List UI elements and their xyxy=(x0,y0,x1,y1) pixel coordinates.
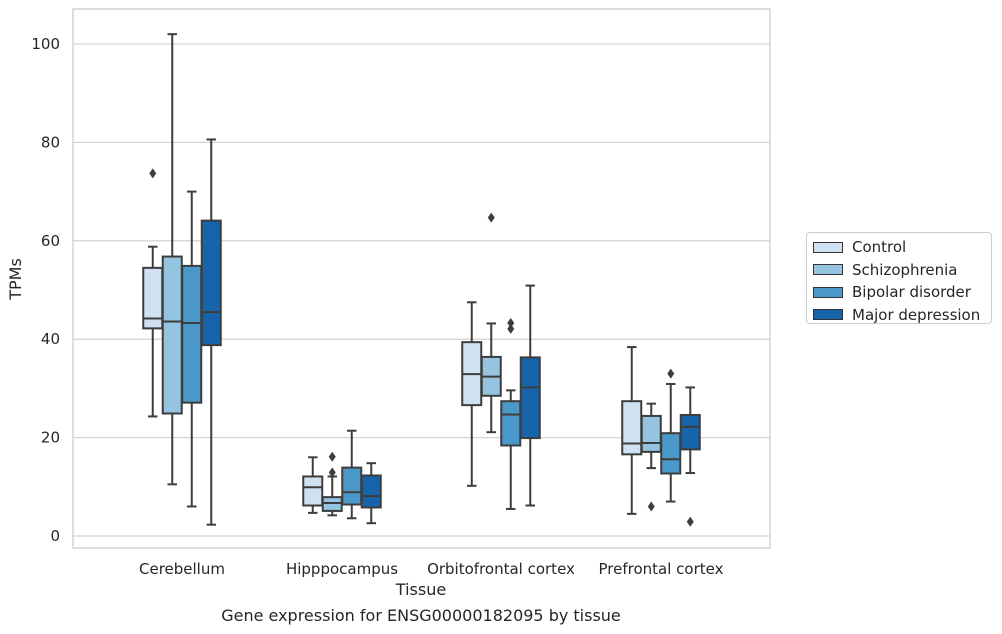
box xyxy=(181,264,203,404)
x-tick-label: Prefrontal cortex xyxy=(599,560,724,578)
y-tick-label: 80 xyxy=(41,133,60,151)
y-tick-label: 0 xyxy=(50,527,60,545)
box-series xyxy=(142,33,701,527)
plot-area-frame xyxy=(72,8,771,549)
outlier-point xyxy=(149,168,157,179)
y-tick-label: 60 xyxy=(41,232,60,250)
box xyxy=(660,432,682,475)
outlier-point xyxy=(328,467,336,478)
x-tick-labels: Cerebellum Hipppocampus Orbitofrontal cort… xyxy=(139,560,724,578)
box xyxy=(161,255,183,415)
box xyxy=(621,400,643,456)
box xyxy=(519,356,541,440)
x-tick-label: Hipppocampus xyxy=(286,560,398,578)
box xyxy=(302,475,324,507)
y-axis-label: TPMs xyxy=(6,258,25,301)
chart-title: Gene expression for ENSG00000182095 by t… xyxy=(221,606,621,625)
outlier-point xyxy=(507,323,515,334)
x-tick-label: Orbitofrontal cortex xyxy=(427,560,575,578)
legend-label: Schizophrenia xyxy=(852,260,958,279)
y-tick-label: 40 xyxy=(41,330,60,348)
legend-item: Major depression xyxy=(813,304,991,327)
outlier-point xyxy=(647,501,655,512)
box xyxy=(679,413,701,451)
legend-label: Major depression xyxy=(852,305,981,324)
legend-item: Control xyxy=(813,236,991,259)
outlier-point xyxy=(507,317,515,328)
x-axis-label: Tissue xyxy=(395,580,446,599)
box xyxy=(200,219,222,347)
box xyxy=(360,474,382,509)
outlier-point xyxy=(686,516,694,527)
outlier-point xyxy=(487,212,495,223)
y-tick-labels: 0 20 40 60 80 100 xyxy=(31,35,60,545)
box xyxy=(500,400,522,447)
legend-label: Control xyxy=(852,238,907,257)
series-schizophrenia xyxy=(161,33,662,517)
outlier-point xyxy=(667,368,675,379)
legend: Control Schizophrenia Bipolar disorder Majo… xyxy=(806,232,992,324)
legend-label: Bipolar disorder xyxy=(852,283,971,302)
series-major-depression xyxy=(200,138,701,527)
legend-item: Schizophrenia xyxy=(813,259,991,282)
legend-swatch xyxy=(813,286,843,298)
legend-item: Bipolar disorder xyxy=(813,281,991,304)
x-tick-label: Cerebellum xyxy=(139,560,225,578)
legend-swatch xyxy=(813,241,843,253)
legend-swatch xyxy=(813,309,843,321)
outlier-point xyxy=(328,451,336,462)
box xyxy=(341,466,363,506)
legend-swatch xyxy=(813,264,843,276)
series-bipolar-disorder xyxy=(181,190,682,520)
box xyxy=(640,414,662,453)
y-tick-label: 20 xyxy=(41,429,60,447)
y-tick-label: 100 xyxy=(31,35,60,53)
